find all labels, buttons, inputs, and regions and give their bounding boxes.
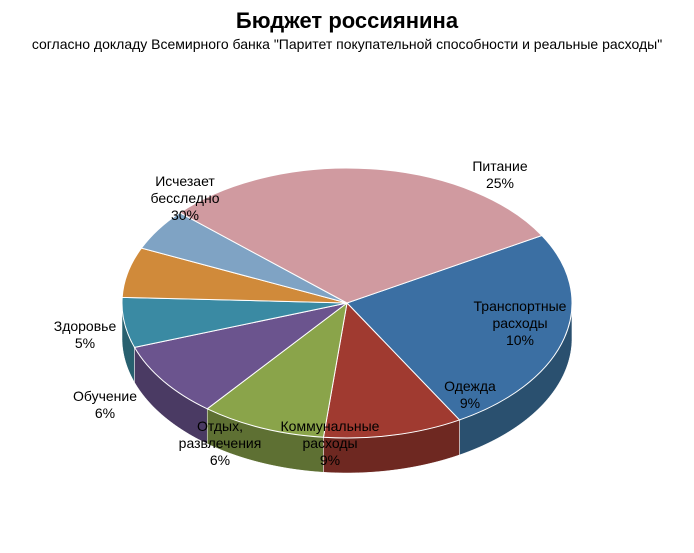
chart-container: Бюджет россиянина согласно докладу Всеми… [0, 8, 694, 548]
slice-label: Питание25% [440, 158, 560, 192]
slice-label: Коммунальныерасходы9% [270, 418, 390, 468]
slice-label: Исчезаетбесследно30% [125, 173, 245, 223]
pie-chart: Питание25% Транспортныерасходы10% Одежда9%… [0, 88, 694, 548]
slice-label: Обучение6% [45, 388, 165, 422]
chart-subtitle: согласно докладу Всемирного банка "Парит… [30, 36, 664, 54]
slice-label: Транспортныерасходы10% [460, 298, 580, 348]
slice-label: Здоровье5% [25, 318, 145, 352]
slice-label: Одежда9% [410, 378, 530, 412]
slice-label: Отдых,развлечения6% [160, 418, 280, 468]
chart-title: Бюджет россиянина [0, 8, 694, 34]
